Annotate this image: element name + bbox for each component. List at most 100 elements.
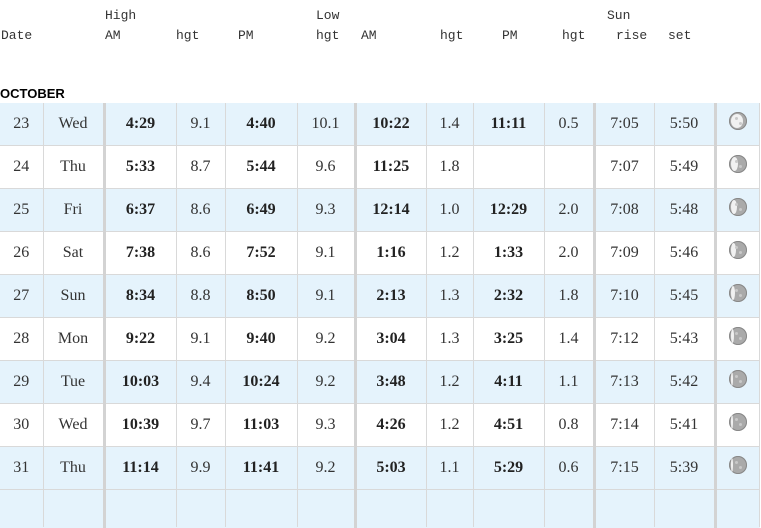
- low-am-time-cell: 5:03: [354, 446, 427, 490]
- weekday-cell: Fri: [42, 188, 106, 232]
- tide-row: 24 Thu 5:33 8.7 5:44 9.6 11:25 1.8 7:07 5:49: [0, 145, 760, 189]
- moon-phase-cell: [714, 231, 760, 275]
- high-pm-time-cell: 7:52: [224, 231, 298, 275]
- moon-phase-cell: [714, 317, 760, 361]
- low-am-time-cell: 3:48: [354, 360, 427, 404]
- moon-waning-crescent-icon: [728, 456, 747, 475]
- high-am-height-cell: 8.8: [175, 274, 226, 318]
- low-am-time-cell: 2:13: [354, 274, 427, 318]
- low-pm-height-cell: 2.0: [543, 188, 596, 232]
- weekday-cell: Thu: [42, 145, 106, 189]
- sunrise-cell: 7:14: [593, 403, 655, 447]
- day-cell: 31: [0, 446, 44, 490]
- low-pm-hgt-column-header: hgt: [562, 28, 586, 43]
- low-am-time-cell: 11:25: [354, 145, 427, 189]
- high-pm-height-cell: 9.2: [296, 360, 357, 404]
- high-pm-height-cell: 9.2: [296, 446, 357, 490]
- moon-waning-crescent-icon: [728, 241, 747, 260]
- tide-row: 30 Wed 10:39 9.7 11:03 9.3 4:26 1.2 4:51 0.8 7:14 5…: [0, 403, 760, 447]
- tide-row: 25 Fri 6:37 8.6 6:49 9.3 12:14 1.0 12:29 2.0 7:08 5…: [0, 188, 760, 232]
- sun-heading: Sun: [607, 8, 631, 23]
- high-pm-height-cell: 10.1: [296, 103, 357, 146]
- low-pm-time-cell: 1:33: [472, 231, 545, 275]
- day-cell: 26: [0, 231, 44, 275]
- low-pm-time-cell: 11:11: [472, 103, 545, 146]
- moon-phase-cell: [714, 446, 760, 490]
- high-am-column-header: AM: [105, 28, 121, 43]
- low-pm-column-header: PM: [502, 28, 518, 43]
- tide-row: 29 Tue 10:03 9.4 10:24 9.2 3:48 1.2 4:11 1.1 7:13 5…: [0, 360, 760, 404]
- high-am-time-cell: 10:39: [103, 403, 177, 447]
- sunset-cell: 5:49: [653, 145, 717, 189]
- low-am-hgt-column-header: hgt: [440, 28, 464, 43]
- sunset-cell: 5:46: [653, 231, 717, 275]
- sunrise-cell: 7:13: [593, 360, 655, 404]
- day-cell: 29: [0, 360, 44, 404]
- high-am-height-cell: 8.7: [175, 145, 226, 189]
- high-pm-height-cell: 9.1: [296, 274, 357, 318]
- low-pm-time-cell: 2:32: [472, 274, 545, 318]
- spacer-cell: [0, 489, 44, 528]
- high-pm-height-cell: 9.6: [296, 145, 357, 189]
- moon-phase-cell: [714, 360, 760, 404]
- tide-row: 31 Thu 11:14 9.9 11:41 9.2 5:03 1.1 5:29 0.6 7:15 5…: [0, 446, 760, 490]
- low-am-height-cell: 1.3: [425, 274, 474, 318]
- high-am-height-cell: 8.6: [175, 231, 226, 275]
- high-am-height-cell: 9.1: [175, 103, 226, 146]
- high-am-time-cell: 7:38: [103, 231, 177, 275]
- low-pm-height-cell: [543, 145, 596, 189]
- sunset-cell: 5:48: [653, 188, 717, 232]
- high-pm-time-cell: 10:24: [224, 360, 298, 404]
- sunrise-cell: 7:08: [593, 188, 655, 232]
- sunrise-column-header: rise: [616, 28, 648, 43]
- low-am-height-cell: 1.0: [425, 188, 474, 232]
- low-am-height-cell: 1.4: [425, 103, 474, 146]
- sunset-cell: 5:43: [653, 317, 717, 361]
- day-cell: 27: [0, 274, 44, 318]
- moon-waning-crescent-icon: [728, 327, 747, 346]
- moon-phase-cell: [714, 103, 760, 146]
- low-am-time-cell: 12:14: [354, 188, 427, 232]
- spacer-cell: [224, 489, 298, 528]
- high-am-height-cell: 8.6: [175, 188, 226, 232]
- sunrise-cell: 7:10: [593, 274, 655, 318]
- low-am-time-cell: 4:26: [354, 403, 427, 447]
- moon-waning-gibbous-icon: [728, 112, 747, 131]
- low-pm-height-cell: 0.5: [543, 103, 596, 146]
- day-cell: 30: [0, 403, 44, 447]
- low-am-height-cell: 1.8: [425, 145, 474, 189]
- low-pm-time-cell: 4:11: [472, 360, 545, 404]
- spacer-cell: [653, 489, 717, 528]
- low-am-time-cell: 1:16: [354, 231, 427, 275]
- high-pm-time-cell: 6:49: [224, 188, 298, 232]
- spacer-cell: [543, 489, 596, 528]
- weekday-cell: Wed: [42, 403, 106, 447]
- moon-waning-crescent-icon: [728, 413, 747, 432]
- moon-phase-cell: [714, 188, 760, 232]
- high-pm-time-cell: 11:03: [224, 403, 298, 447]
- high-am-time-cell: 11:14: [103, 446, 177, 490]
- weekday-cell: Wed: [42, 103, 106, 146]
- sunset-cell: 5:42: [653, 360, 717, 404]
- sunset-column-header: set: [668, 28, 692, 43]
- sunset-cell: 5:41: [653, 403, 717, 447]
- spacer-cell: [42, 489, 106, 528]
- day-cell: 25: [0, 188, 44, 232]
- low-pm-height-cell: 0.8: [543, 403, 596, 447]
- low-pm-time-cell: 4:51: [472, 403, 545, 447]
- high-pm-height-cell: 9.2: [296, 317, 357, 361]
- low-pm-height-cell: 1.1: [543, 360, 596, 404]
- month-label: OCTOBER: [0, 86, 65, 101]
- tide-row: 27 Sun 8:34 8.8 8:50 9.1 2:13 1.3 2:32 1.8 7:10 5:4…: [0, 274, 760, 318]
- low-pm-height-cell: 1.8: [543, 274, 596, 318]
- low-pm-time-cell: [472, 145, 545, 189]
- high-pm-time-cell: 11:41: [224, 446, 298, 490]
- spacer-cell: [103, 489, 177, 528]
- low-pm-height-cell: 1.4: [543, 317, 596, 361]
- spacer-cell: [296, 489, 357, 528]
- sunrise-cell: 7:07: [593, 145, 655, 189]
- tide-table: 23 Wed 4:29 9.1 4:40 10.1 10:22 1.4 11:11 0.5 7:05…: [0, 103, 760, 528]
- high-pm-hgt-column-header: hgt: [316, 28, 340, 43]
- sunset-cell: 5:45: [653, 274, 717, 318]
- sunrise-cell: 7:09: [593, 231, 655, 275]
